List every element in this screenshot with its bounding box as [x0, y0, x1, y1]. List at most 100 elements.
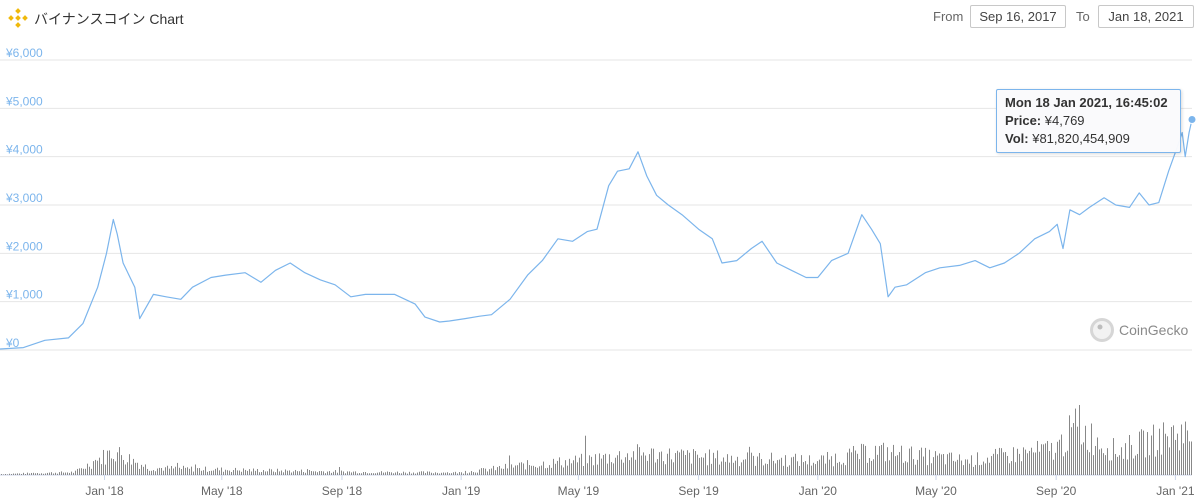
volume-bar	[889, 460, 890, 475]
volume-bar	[779, 459, 780, 475]
tooltip-price-value: ¥4,769	[1044, 113, 1085, 128]
volume-bar	[551, 467, 552, 475]
volume-bar	[387, 471, 388, 475]
volume-bar	[737, 456, 738, 475]
volume-bar	[453, 472, 454, 475]
volume-bar	[935, 451, 936, 475]
volume-bar	[35, 473, 36, 475]
y-axis-ticks: ¥0 ¥1,000 ¥2,000 ¥3,000 ¥4,000 ¥5,000 ¥6,000	[5, 46, 43, 350]
volume-bar	[559, 457, 560, 475]
volume-bar	[609, 454, 610, 475]
to-date-input[interactable]: Jan 18, 2021	[1098, 5, 1194, 28]
volume-bar	[525, 469, 526, 475]
volume-bar	[37, 473, 38, 475]
tooltip-vol-label: Vol:	[1005, 131, 1029, 146]
x-tick-label: Jan '19	[442, 484, 481, 498]
volume-bar	[995, 448, 996, 475]
volume-bar	[863, 444, 864, 475]
volume-bar	[39, 473, 40, 475]
binance-logo-icon	[8, 8, 28, 28]
volume-bar	[1097, 437, 1098, 475]
volume-bar	[587, 463, 588, 475]
volume-bar	[379, 472, 380, 475]
volume-bar	[749, 446, 750, 475]
volume-bar	[1071, 427, 1072, 475]
volume-bar	[757, 456, 758, 475]
volume-bar	[915, 464, 916, 475]
volume-bar	[801, 455, 802, 475]
volume-bar	[89, 466, 90, 475]
volume-bar	[115, 461, 116, 475]
volume-bar	[143, 466, 144, 475]
volume-bar	[245, 469, 246, 475]
volume-bar	[949, 452, 950, 475]
volume-bar	[653, 448, 654, 475]
volume-bar	[1017, 448, 1018, 475]
volume-bar	[285, 469, 286, 475]
from-date-input[interactable]: Sep 16, 2017	[970, 5, 1066, 28]
volume-bar	[957, 459, 958, 475]
volume-bar	[601, 458, 602, 475]
volume-bar	[383, 472, 384, 475]
volume-bar	[173, 468, 174, 475]
volume-bar	[1013, 447, 1014, 475]
volume-bar	[1085, 425, 1086, 475]
volume-bar	[325, 473, 326, 475]
volume-bar	[687, 450, 688, 475]
volume-bar	[27, 472, 28, 475]
volume-bar	[61, 471, 62, 475]
volume-bar	[45, 473, 46, 475]
volume-bar	[51, 472, 52, 475]
volume-bar	[567, 465, 568, 475]
volume-bar	[959, 454, 960, 475]
volume-bar	[169, 468, 170, 475]
volume-bar	[683, 450, 684, 475]
volume-bar	[937, 455, 938, 475]
volume-bar	[133, 458, 134, 475]
volume-bar	[1113, 438, 1114, 475]
volume-bar	[821, 455, 822, 475]
volume-bar	[431, 472, 432, 475]
y-tick-label: ¥1,000	[5, 288, 43, 302]
volume-bar	[23, 472, 24, 475]
volume-bar	[633, 451, 634, 475]
volume-bar	[335, 470, 336, 475]
volume-bar	[1051, 442, 1052, 475]
volume-bar	[415, 473, 416, 475]
volume-bar	[205, 466, 206, 475]
volume-bar	[785, 455, 786, 475]
volume-bar	[201, 470, 202, 475]
volume-bar	[793, 456, 794, 475]
volume-bar	[637, 444, 638, 475]
volume-bar	[1157, 450, 1158, 475]
volume-bar	[877, 454, 878, 475]
volume-bar	[435, 472, 436, 475]
to-label: To	[1076, 9, 1090, 24]
volume-bar	[883, 442, 884, 475]
chart-header: バイナンスコイン Chart From Sep 16, 2017 To Jan …	[0, 0, 1200, 34]
volume-bar	[155, 471, 156, 475]
volume-bar	[1031, 447, 1032, 475]
volume-bar	[997, 454, 998, 475]
volume-bar	[369, 473, 370, 475]
volume-bar	[1099, 449, 1100, 475]
x-tick-label: May '20	[915, 484, 957, 498]
volume-bar	[529, 465, 530, 475]
volume-bar	[727, 454, 728, 475]
volume-bar	[181, 469, 182, 475]
volume-bar	[417, 472, 418, 475]
tooltip-date: Mon 18 Jan 2021, 16:45:02	[1005, 95, 1168, 110]
volume-bar	[661, 451, 662, 475]
volume-bar	[493, 465, 494, 475]
volume-bar	[773, 460, 774, 475]
volume-bar	[47, 472, 48, 475]
volume-bar	[535, 466, 536, 475]
volume-bar	[619, 451, 620, 475]
y-tick-label: ¥0	[5, 336, 20, 350]
volume-bar	[625, 457, 626, 475]
volume-bar	[91, 468, 92, 475]
x-tick-label: Jan '21	[1156, 484, 1195, 498]
volume-bar	[225, 469, 226, 475]
volume-bar	[1059, 439, 1060, 475]
